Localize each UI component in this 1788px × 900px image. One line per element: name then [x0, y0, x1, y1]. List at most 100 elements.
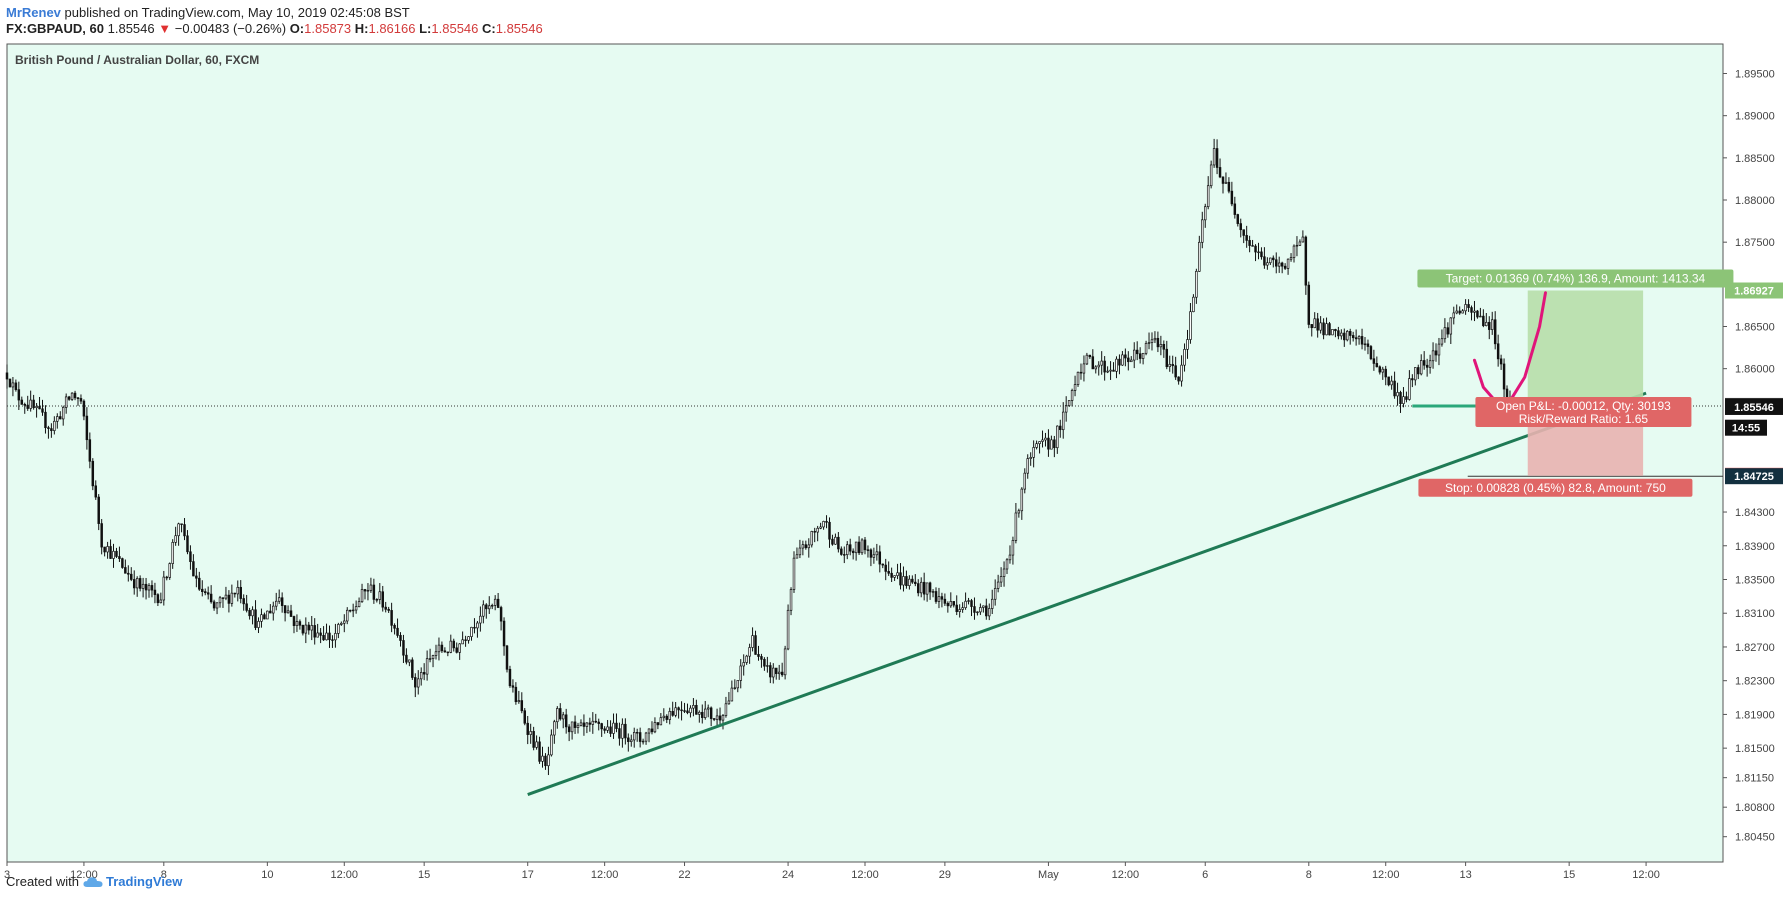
close-label: C: [482, 21, 496, 36]
candle-body [1502, 363, 1506, 390]
candle-body [230, 592, 234, 604]
candle [1189, 302, 1192, 344]
candle-body [411, 659, 414, 678]
candle [115, 547, 118, 559]
candle-body [606, 726, 609, 731]
candle-body [1402, 396, 1405, 405]
candle-body [198, 577, 201, 590]
candle [1313, 312, 1316, 329]
candle [360, 583, 364, 603]
candle [85, 407, 89, 450]
candle [908, 575, 911, 590]
y-tick-label: 1.83900 [1735, 541, 1775, 553]
candle-body [1218, 167, 1222, 178]
candle-body [1348, 331, 1352, 336]
candle-body [1192, 296, 1195, 313]
x-tick-label: 22 [678, 869, 690, 881]
candle-body [97, 496, 100, 524]
candle-body [988, 608, 991, 617]
publish-info: MrRenev published on TradingView.com, Ma… [6, 4, 410, 22]
candle [455, 642, 458, 654]
candle [834, 533, 837, 545]
candle-body [387, 608, 390, 611]
tradingview-logo[interactable]: TradingView [83, 874, 182, 889]
candle-body [783, 648, 787, 676]
candle [130, 567, 133, 582]
candle-body [464, 639, 467, 641]
candle [419, 667, 423, 686]
candle [597, 718, 600, 731]
candle-body [319, 632, 322, 636]
candle-body [1343, 332, 1346, 341]
candle [1017, 508, 1021, 518]
candle [1005, 558, 1009, 575]
candle-body [14, 382, 18, 391]
candle [1227, 177, 1231, 194]
candle [121, 557, 124, 569]
candle-body [1399, 392, 1402, 405]
candle-body [310, 625, 313, 631]
candle [999, 567, 1003, 587]
candle-body [94, 485, 97, 498]
candle-body [1396, 392, 1399, 397]
candle-body [11, 382, 15, 388]
down-arrow-icon: ▼ [158, 21, 172, 36]
candle-body [1059, 425, 1062, 431]
candle-body [488, 605, 491, 610]
candle-body [973, 606, 976, 613]
candle-body [564, 714, 568, 728]
candle [118, 546, 121, 562]
candle [828, 517, 831, 548]
candle-body [1360, 336, 1364, 345]
candle [141, 577, 145, 598]
x-tick-label: 15 [1563, 869, 1575, 881]
candle [1257, 242, 1260, 260]
candle-body [461, 639, 464, 645]
candle-body [547, 754, 550, 767]
candle-body [1079, 371, 1083, 374]
candle-body [1209, 164, 1213, 187]
candle-body [665, 715, 669, 720]
candle [644, 731, 648, 745]
candle-body [1135, 349, 1139, 355]
candle [996, 574, 1000, 593]
candle [245, 594, 248, 613]
candle-body [928, 582, 932, 593]
candle [718, 707, 722, 725]
candle [517, 690, 521, 704]
candle [67, 395, 71, 401]
candle [1325, 317, 1328, 336]
candle [961, 602, 964, 613]
candle [1280, 261, 1284, 274]
candle [1070, 388, 1074, 407]
candle-body [5, 372, 9, 380]
candle [715, 708, 719, 728]
candle [677, 706, 680, 719]
candle-body [851, 550, 855, 554]
candle [949, 592, 953, 608]
candle [674, 702, 677, 718]
candle [405, 648, 408, 665]
candle-body [458, 643, 461, 653]
candle [819, 522, 822, 530]
candle [1156, 331, 1160, 353]
candle [1239, 218, 1242, 238]
y-tick-label: 1.83500 [1735, 574, 1775, 586]
candle-body [121, 558, 124, 568]
candle-body [1041, 439, 1044, 442]
candle-body [1044, 437, 1047, 441]
candle-body [573, 721, 577, 728]
author-name[interactable]: MrRenev [6, 5, 61, 20]
candle-body [1156, 337, 1160, 348]
candle-body [535, 741, 538, 748]
candle-body [896, 572, 899, 576]
candle [695, 699, 698, 715]
x-tick-label: 8 [1306, 869, 1312, 881]
candle-body [1124, 354, 1127, 359]
candle [1485, 313, 1488, 327]
candle [103, 546, 106, 557]
candle [1405, 391, 1408, 403]
published-text: published on TradingView.com, May 10, 20… [64, 5, 410, 20]
candle [1236, 213, 1240, 227]
